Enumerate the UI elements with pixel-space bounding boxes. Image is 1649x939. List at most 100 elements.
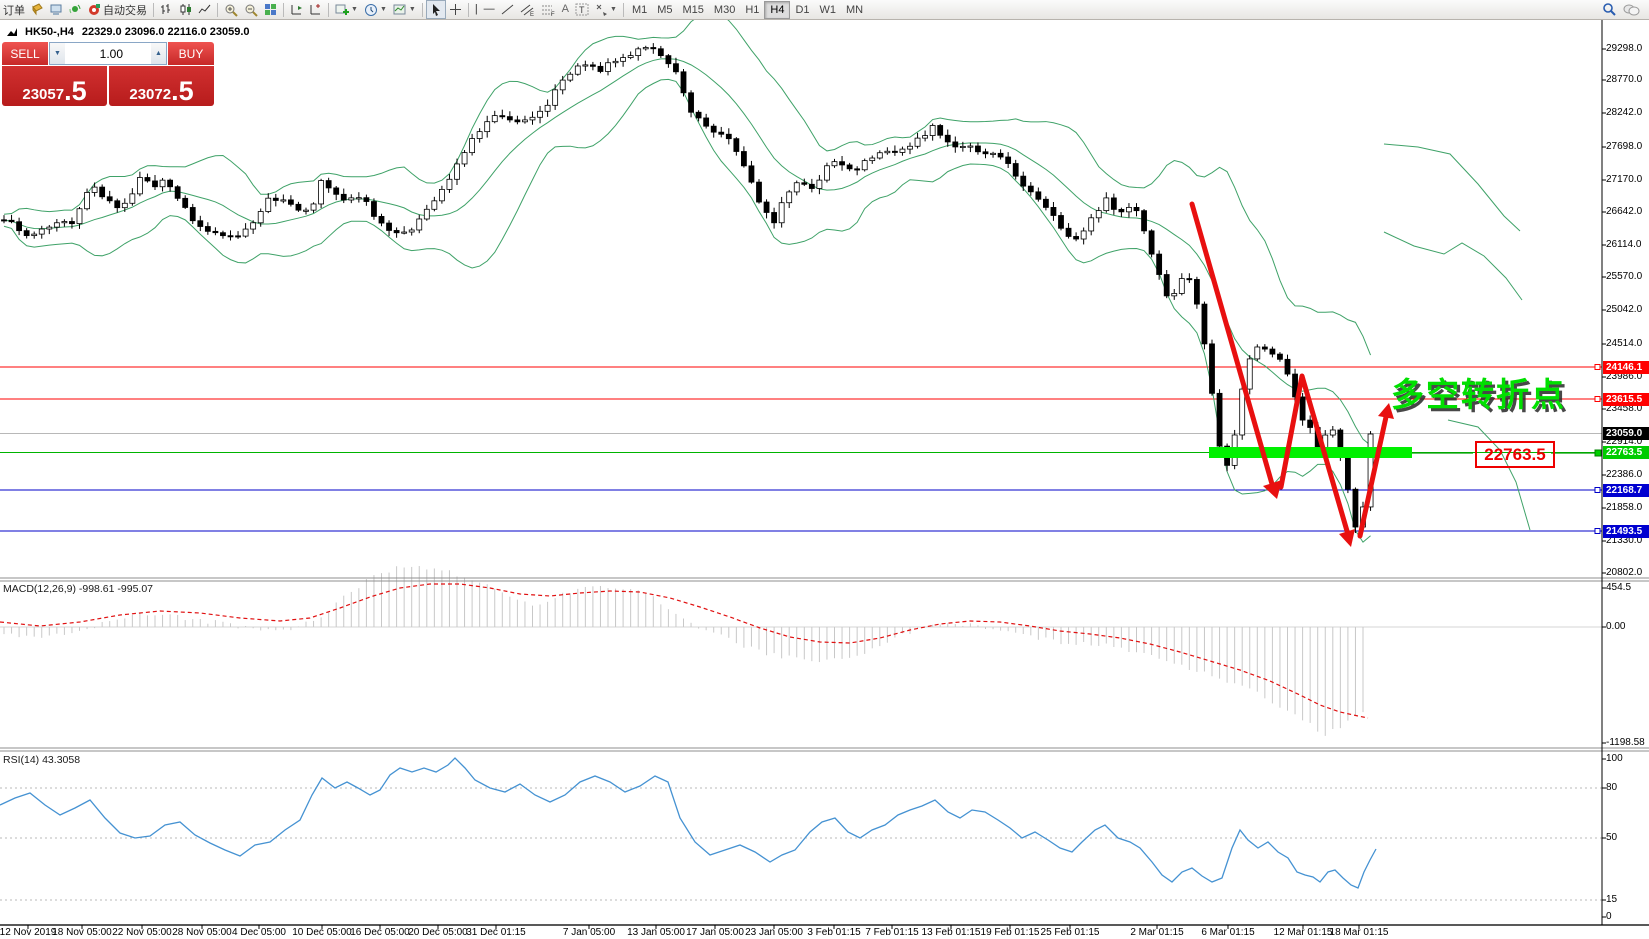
candle-body [605, 62, 611, 72]
candle-body [1277, 353, 1283, 360]
autotrading-button[interactable]: 自动交易 [85, 1, 150, 18]
rsi-label: RSI(14) 43.3058 [3, 754, 81, 766]
candle-body [371, 201, 377, 217]
candle-body [1284, 358, 1291, 375]
timeframe-d1[interactable]: D1 [795, 3, 810, 16]
chart-shift-icon[interactable] [306, 1, 325, 18]
candle-body [242, 228, 249, 237]
vertical-line-tool[interactable]: | [474, 3, 478, 15]
candle-body [1299, 396, 1306, 421]
trendline-tool[interactable] [498, 1, 517, 18]
new-order-label: 订单 [3, 4, 25, 17]
candle-body [522, 119, 528, 123]
candle-body [1345, 455, 1351, 490]
timeframe-m5[interactable]: M5 [657, 3, 673, 16]
news-signal-icon[interactable] [66, 1, 85, 18]
candle-body [454, 163, 460, 180]
buy-price-panel[interactable]: 23072 .5 [109, 66, 214, 106]
volume-input[interactable]: 1.00 [99, 46, 123, 61]
bollinger-upper-band [3, 11, 1372, 356]
candle-body [650, 47, 657, 50]
price-tick-label: 23986.0 [1606, 370, 1643, 382]
rsi-tick-label: 50 [1606, 831, 1618, 843]
candle-body [537, 110, 543, 118]
new-order-button[interactable]: 订单 [0, 1, 28, 18]
candle-body [416, 218, 423, 231]
bar-chart-type-icon[interactable] [157, 1, 176, 18]
text-tool[interactable]: A [561, 3, 570, 15]
candle-body [136, 177, 143, 195]
candle-body [1261, 346, 1268, 350]
dropdown-caret-icon[interactable]: ▼ [610, 6, 617, 13]
zoom-in-icon[interactable] [221, 1, 241, 18]
dropdown-caret-icon[interactable]: ▼ [351, 6, 358, 13]
orders-book-icon[interactable] [28, 1, 47, 18]
rsi-line [0, 757, 1377, 889]
dropdown-caret-icon[interactable]: ▼ [379, 6, 387, 13]
timeframe-mn[interactable]: MN [846, 3, 864, 16]
timeframe-m30[interactable]: M30 [713, 3, 736, 16]
cursor-tool-button[interactable] [425, 0, 446, 19]
timeframe-h4[interactable]: H4 [764, 0, 791, 19]
main-toolbar: 订单 自动交易 ▼ ▼ ▼ | — E F A T ▼ [0, 0, 1649, 20]
add-indicator-button[interactable]: ▼ [332, 1, 361, 18]
candle-body [1005, 156, 1012, 164]
auto-scroll-icon[interactable] [287, 1, 306, 18]
volume-box: ▼ 1.00 ▲ [49, 42, 167, 65]
candle-body [892, 150, 898, 153]
horizontal-line-tool[interactable]: — [483, 3, 495, 15]
trend-arrowhead [1263, 480, 1282, 499]
volume-decrease-button[interactable]: ▼ [50, 43, 65, 64]
candle-body [235, 235, 241, 238]
candle-body [129, 193, 136, 204]
candle-body [1307, 419, 1314, 428]
toolbar-separator [153, 2, 154, 17]
candle-body [733, 138, 740, 152]
rsi-tick-label: 15 [1606, 893, 1618, 905]
text-label-tool[interactable]: T [572, 1, 592, 18]
zoom-out-icon[interactable] [241, 1, 261, 18]
sell-label: SELL [10, 46, 40, 61]
sell-price-panel[interactable]: 23057 .5 [2, 66, 107, 106]
one-click-trading-panel: SELL ▼ 1.00 ▲ BUY 23057 .5 23072 .5 [2, 42, 214, 106]
timeframe-h1[interactable]: H1 [745, 3, 760, 16]
candle-body [1292, 373, 1298, 398]
crosshair-tool-button[interactable] [446, 1, 465, 18]
timeframe-m1[interactable]: M1 [631, 3, 648, 16]
channel-tool[interactable]: E [517, 1, 538, 18]
sell-button[interactable]: SELL [2, 42, 48, 65]
candle-body [612, 60, 619, 64]
price-badge: 24146.1 [1603, 360, 1649, 374]
templates-button[interactable]: ▼ [390, 1, 419, 18]
arrows-tool[interactable]: ▼ [592, 1, 620, 18]
price-tick-label: 29298.0 [1606, 42, 1643, 54]
candle-body [355, 197, 362, 200]
fibonacci-tool[interactable]: F [538, 1, 559, 18]
candle-body [333, 187, 340, 195]
dropdown-caret-icon[interactable]: ▼ [408, 6, 416, 13]
volume-increase-button[interactable]: ▲ [151, 43, 166, 64]
line-chart-type-icon[interactable] [195, 1, 214, 18]
candle-body [220, 232, 226, 237]
candlestick-type-icon[interactable] [176, 1, 195, 18]
candle-body [295, 203, 302, 211]
chat-icon[interactable] [1620, 1, 1643, 18]
candle-body [1269, 348, 1276, 355]
symbol-search-icon[interactable] [1599, 1, 1620, 18]
candle-body [854, 168, 861, 171]
candle-body [1186, 278, 1193, 281]
bollinger-band-extension [1383, 143, 1521, 232]
candle-body [250, 222, 257, 230]
period-button[interactable]: ▼ [361, 1, 390, 18]
timeframe-m15[interactable]: M15 [682, 3, 704, 16]
terminal-icon[interactable] [47, 1, 66, 18]
candle-body [76, 208, 83, 225]
buy-button[interactable]: BUY [168, 42, 214, 65]
candle-body [99, 186, 106, 198]
svg-text:E: E [530, 12, 534, 16]
timeframe-w1[interactable]: W1 [819, 3, 837, 16]
trend-arrow-line [1278, 373, 1350, 534]
candle-body [1239, 388, 1246, 436]
tile-windows-icon[interactable] [261, 1, 280, 18]
